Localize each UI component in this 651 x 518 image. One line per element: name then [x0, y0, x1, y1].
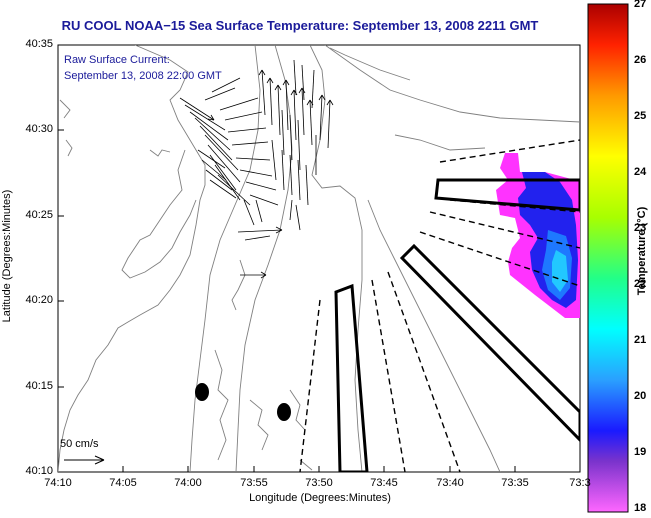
map-title: RU COOL NOAA−15 Sea Surface Temperature:… [61, 18, 539, 33]
xtick-label: 73:35 [501, 477, 529, 489]
xtick-label: 73:55 [240, 477, 268, 489]
ytick-label: 40:10 [25, 465, 53, 477]
scale-label: 50 cm/s [60, 438, 99, 450]
xtick-label: 74:10 [44, 477, 72, 489]
ytick-label: 40:15 [25, 380, 53, 392]
xtick-label: 74:00 [174, 477, 202, 489]
colorbar-tick: 21 [634, 334, 647, 346]
plot-frame [57, 44, 581, 473]
coastline-contours [58, 45, 580, 472]
sector-boxes [334, 178, 580, 472]
xtick-label: 73:40 [436, 477, 464, 489]
axis-ticks [58, 44, 516, 472]
colorbar-tick: 22 [634, 278, 647, 290]
station-dot-1 [195, 383, 209, 401]
colorbar-tick: 25 [634, 110, 647, 122]
y-axis-title: Latitude (Degrees:Minutes) [1, 189, 13, 323]
xtick-label: 73:50 [305, 477, 333, 489]
xtick-label: 74:05 [109, 477, 137, 489]
ytick-label: 40:30 [25, 123, 53, 135]
colorbar-tick: 24 [634, 166, 647, 178]
colorbar-tick: 23 [634, 222, 647, 234]
ytick-label: 40:25 [25, 209, 53, 221]
colorbar-tick: 27 [634, 0, 647, 10]
current-vectors [179, 59, 334, 279]
legend-line-1: Raw Surface Current: [64, 54, 170, 66]
colorbar [587, 3, 629, 513]
x-axis-title: Longitude (Degrees:Minutes) [249, 492, 391, 504]
colorbar-tick: 19 [634, 446, 647, 458]
ytick-label: 40:20 [25, 294, 53, 306]
station-dot-2 [277, 403, 291, 421]
colorbar-tick: 18 [634, 502, 647, 514]
xtick-label: 73:45 [370, 477, 398, 489]
colorbar-tick: 20 [634, 390, 647, 402]
scale-arrow [64, 455, 105, 465]
xtick-label: 73:3 [569, 477, 591, 489]
legend-line-2: September 13, 2008 22:00 GMT [64, 70, 222, 82]
ytick-label: 40:35 [25, 38, 53, 50]
colorbar-tick: 26 [634, 54, 647, 66]
colorbar-label: Temperature (°C) [636, 206, 648, 296]
